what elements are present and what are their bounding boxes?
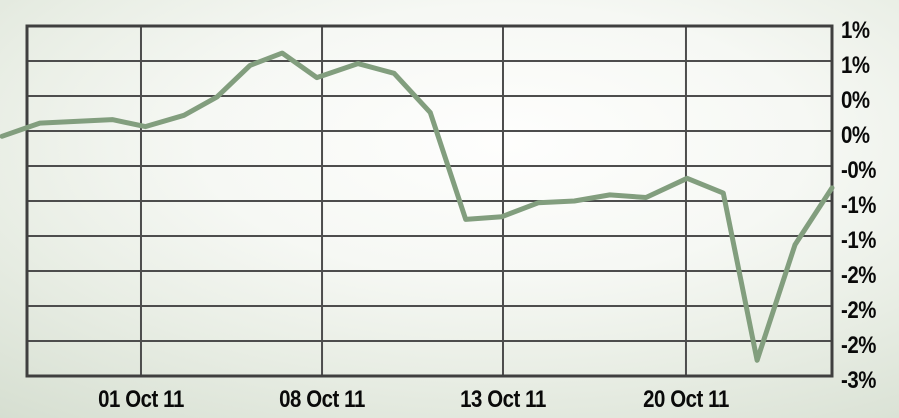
x-axis-tick-label: 01 Oct 11 — [98, 386, 184, 413]
y-axis-tick-label: -2% — [841, 262, 877, 289]
y-axis-tick-label: -1% — [841, 227, 877, 254]
y-axis-tick-label: -1% — [841, 192, 877, 219]
x-axis-tick-label: 08 Oct 11 — [279, 386, 365, 413]
y-axis-tick-label: -0% — [841, 157, 877, 184]
y-axis-tick-label: 0% — [841, 87, 870, 114]
y-axis-tick-label: -2% — [841, 332, 877, 359]
plot-border — [25, 24, 834, 378]
y-axis-tick-label: -3% — [841, 367, 877, 394]
vertical-gridlines — [139, 26, 687, 376]
data-series-line — [0, 50, 835, 363]
horizontal-gridlines — [27, 25, 832, 377]
y-axis-tick-label: 1% — [841, 52, 870, 79]
y-axis-tick-label: 1% — [841, 17, 870, 44]
y-axis-tick-label: -2% — [841, 297, 877, 324]
x-axis-tick-label: 20 Oct 11 — [643, 386, 729, 413]
x-axis-tick-label: 13 Oct 11 — [460, 386, 546, 413]
y-axis-tick-label: 0% — [841, 122, 870, 149]
